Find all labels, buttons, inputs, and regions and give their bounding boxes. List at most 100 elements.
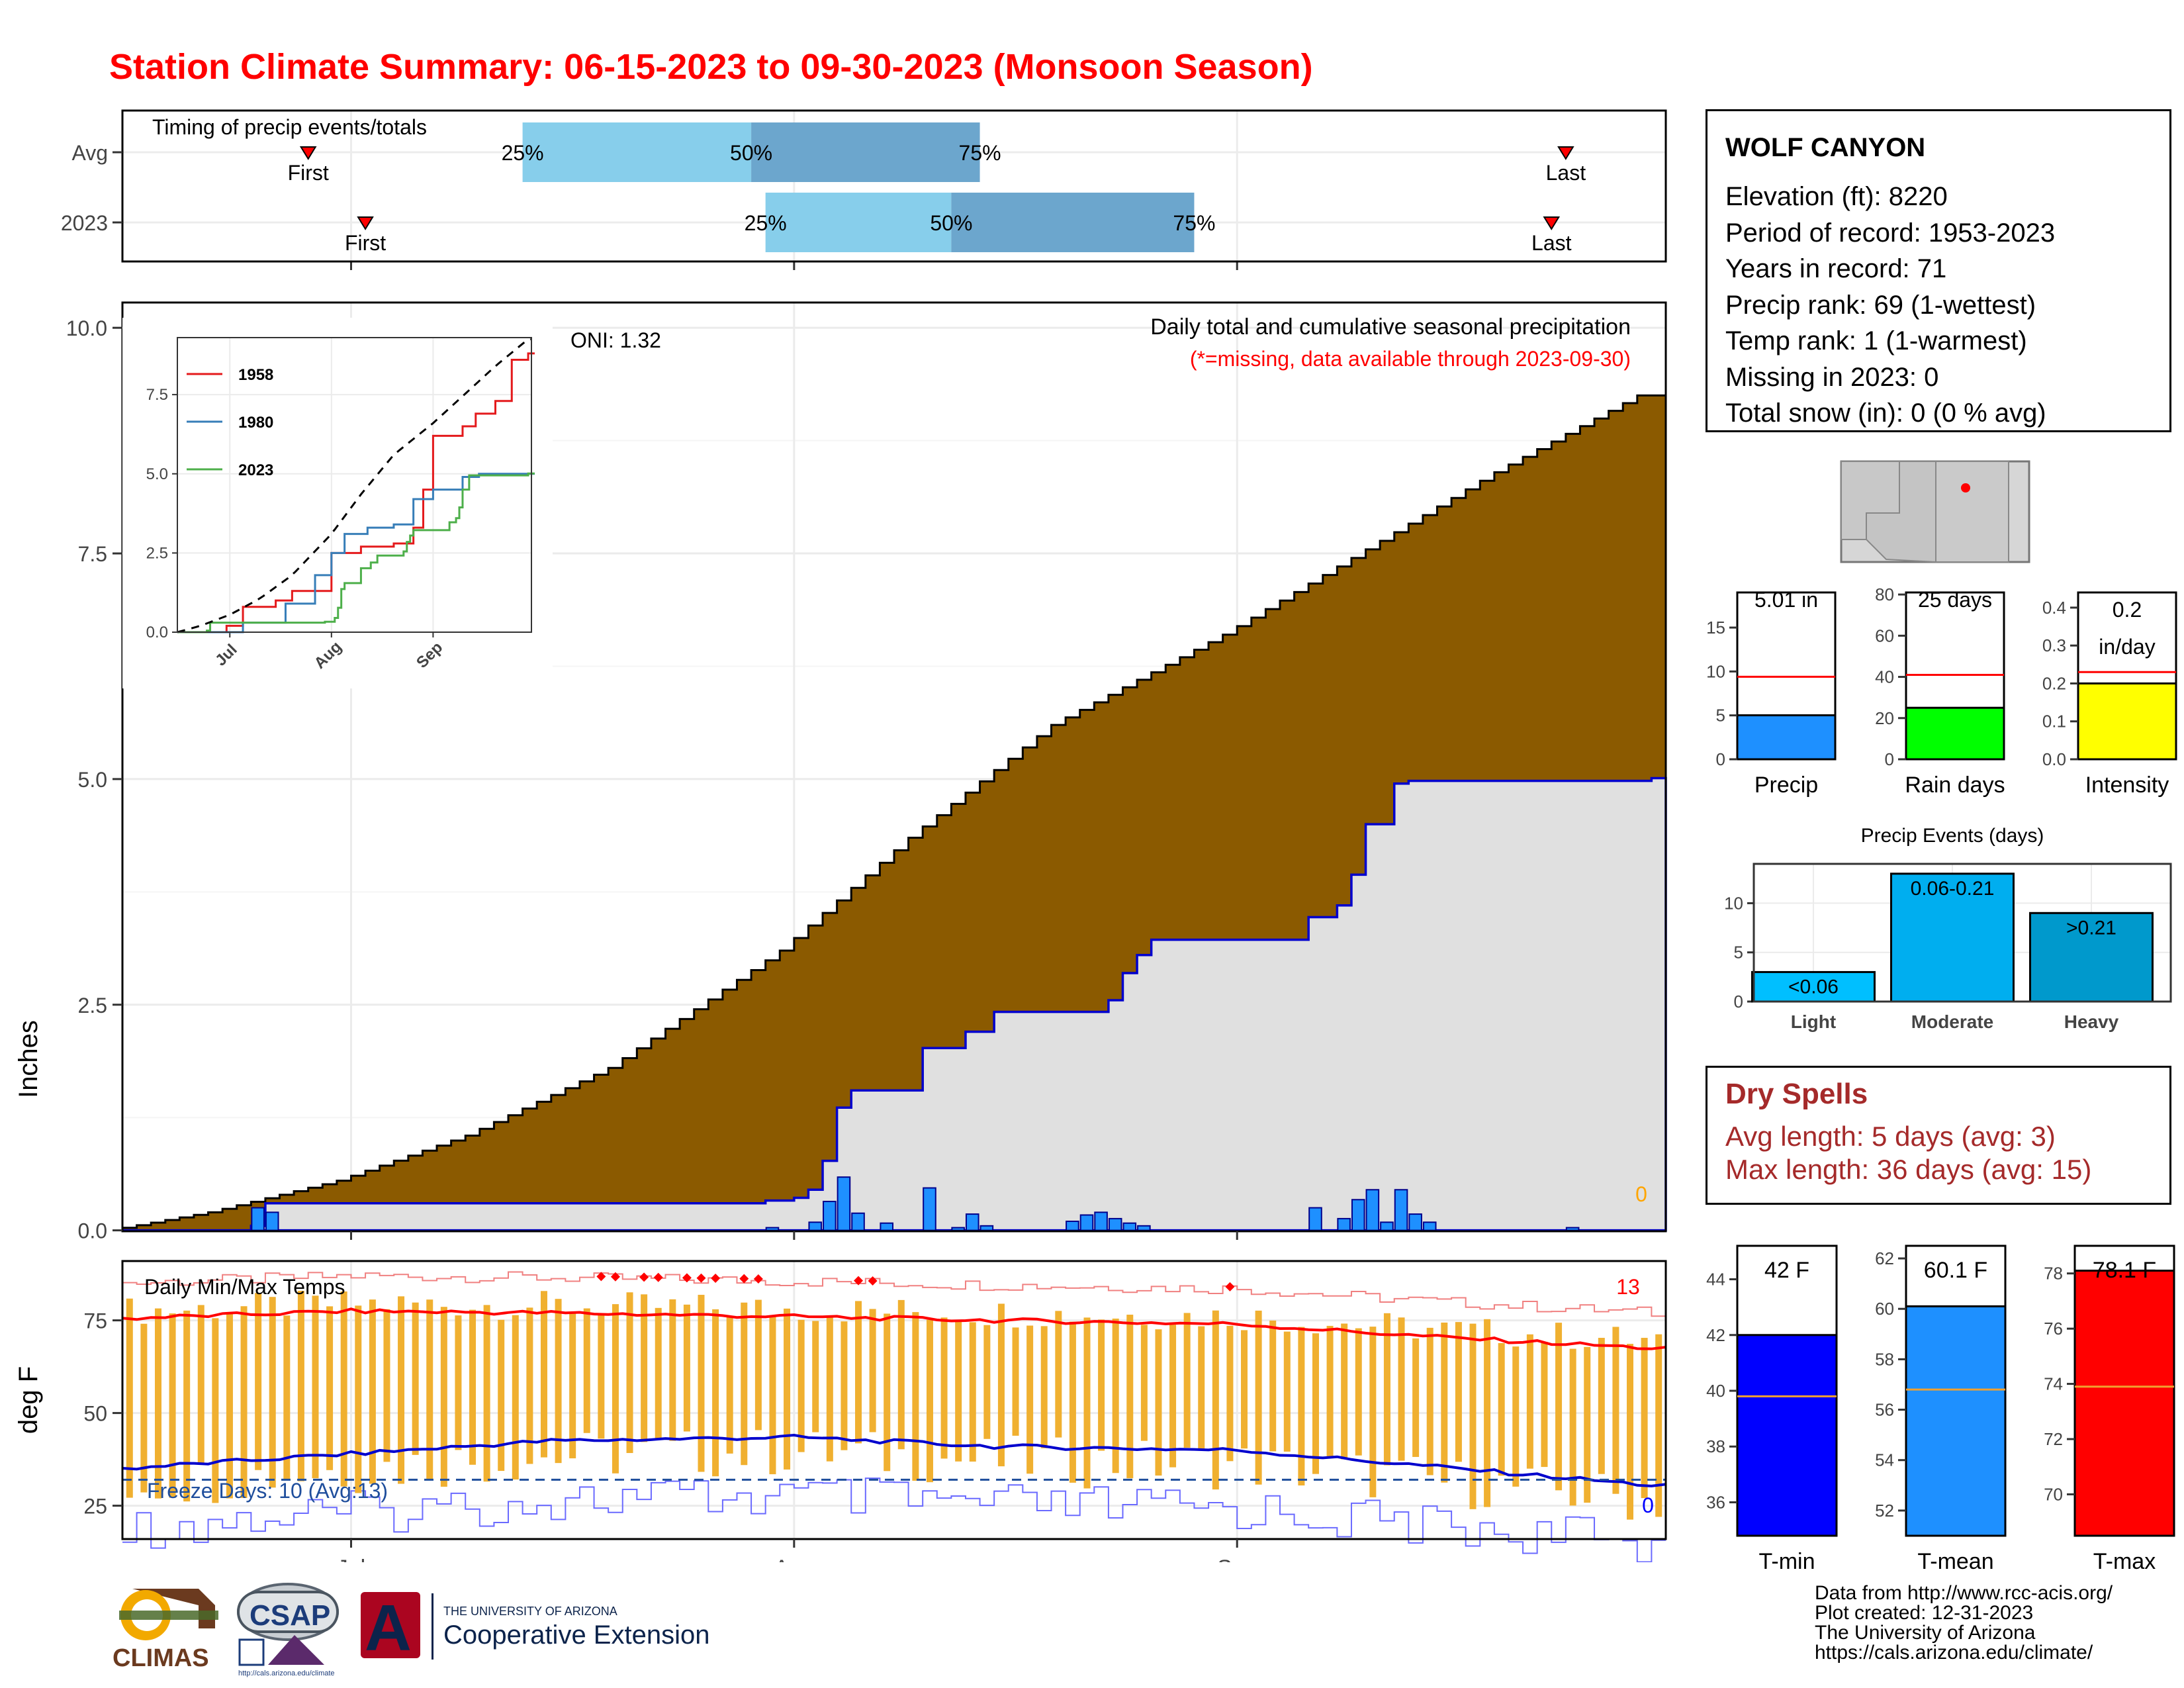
daily-precip-bar [765,1227,780,1231]
ua-line2: Cooperative Extension [443,1620,709,1650]
events-category-label: Light [1791,1011,1836,1032]
summary-ytick-label: 0.3 [2042,635,2066,655]
daily-temp-bar [741,1302,748,1466]
credit-line: Plot created: 12-31-2023 [1815,1602,2034,1624]
daily-temp-bar [1198,1326,1205,1450]
events-category-label: Moderate [1911,1011,1993,1032]
oni-label: ONI: 1.32 [570,328,661,352]
daily-temp-bar [641,1294,648,1442]
daily-temp-bar [283,1315,291,1479]
daily-temp-bar [1212,1310,1219,1490]
daily-temp-bar [669,1299,676,1441]
daily-temp-bar [412,1302,419,1455]
timing-pct-label: 50% [930,211,972,235]
daily-precip-bar [1079,1214,1094,1231]
timing-marker [357,216,374,230]
location-map [1840,460,2030,563]
temp-ylabel: deg F [14,1366,43,1434]
climas-logo: CLIMAS [113,1589,218,1672]
temp-frame [121,1260,1667,1540]
precip-ytick-label: 5.0 [78,768,107,792]
temp-summary: 36 38 40 42 44 T-min 52 54 56 58 60 62 T-mean 70 72 74 7… [1706,1244,2175,1574]
daily-precip-bar [823,1201,837,1231]
daily-temp-bar [140,1323,148,1493]
summary-ytick-label: 72 [2044,1429,2063,1449]
record-high-marker [1225,1282,1235,1291]
daily-temp-bar [1584,1346,1591,1503]
timing-row-label: 2023 [61,211,108,235]
daily-temp-bar [1312,1333,1319,1474]
ua-letter: A [365,1591,412,1664]
daily-temp-bar [1026,1325,1034,1474]
temp-xtick-label: Sep [1217,1556,1257,1562]
timing-pct-label: 75% [1173,211,1215,235]
daily-temp-bar [1526,1334,1533,1469]
credits: Data from http://www.rcc-acis.org/ Plot … [1815,1583,2113,1663]
inset-series-line [177,472,535,633]
events-bar [1751,970,1876,1003]
summary-category-label: T-min [1759,1549,1815,1574]
daily-temp-bar [955,1321,962,1462]
temp-xtick-label: Jul [337,1556,365,1562]
daily-temp-bar [326,1306,334,1470]
daily-temp-bar [1541,1342,1548,1468]
record-high-count: 13 [1616,1275,1640,1299]
summary-ytick-label: 0 [1885,749,1894,769]
station-info-line: Period of record: 1953-2023 [1725,218,2056,248]
daily-temp-bar [1355,1328,1362,1456]
precip-total-label: 5.01 in [1754,588,1818,612]
summary-ytick-label: 5 [1716,706,1725,726]
record-high-marker [711,1274,721,1284]
daily-temp-bar [569,1312,576,1459]
daily-precip-bar [1308,1207,1322,1231]
summary-ytick-label: 70 [2044,1484,2063,1504]
daily-temp-bar [526,1307,533,1464]
precip-chart: 0.0 2.5 5.0 7.5 10.0 Inches Daily total and … [14,301,1667,1243]
timing-marker-label: Last [1546,161,1586,185]
daily-temp-bar [383,1309,390,1462]
daily-temp-bar [1140,1325,1148,1441]
daily-temp-bar [869,1309,876,1432]
summary-ytick-label: 40 [1706,1381,1725,1401]
timing-marker-label: First [288,161,329,185]
precip-frame [121,301,1667,1233]
station-info-box: WOLF CANYON Elevation (ft): 8220 Period o… [1706,109,2171,432]
record-high-marker [610,1272,620,1282]
avg-max-line [122,1307,1666,1350]
record-high-marker [639,1272,649,1282]
daily-temp-bar [969,1322,976,1462]
timing-pct-label: 75% [959,141,1001,165]
daily-precip-bar [1066,1221,1079,1231]
record-high-line [122,1271,1666,1317]
ua-logo: A THE UNIVERSITY OF ARIZONA Cooperative … [361,1591,709,1664]
summary-category-label: Rain days [1905,773,2005,798]
daily-temp-bar [1083,1317,1091,1489]
daily-temp-bar [355,1305,362,1493]
daily-precip-bar [1408,1213,1422,1231]
summary-ytick-label: 10 [1706,661,1725,681]
daily-temp-bar [440,1307,447,1487]
summary-value-bar [1736,714,1837,761]
daily-precip-bar [837,1176,851,1231]
summary-value-bar [1736,1334,1838,1537]
daily-temp-bar [512,1315,519,1480]
daily-precip-bar [951,1227,965,1231]
daily-temp-bar [1398,1317,1405,1461]
inset-legend-label: 1958 [238,366,273,384]
dry-spells-title: Dry Spells [1725,1078,1868,1110]
timing-pct-label: 25% [502,141,544,165]
events-bar-label: >0.21 [2066,917,2116,939]
daily-temp-bar [398,1296,405,1484]
daily-temp-bar [1641,1338,1648,1499]
daily-temp-bar [1341,1323,1348,1460]
dry-spells-max: Max length: 36 days (avg: 15) [1725,1154,2092,1185]
daily-temp-bar [812,1321,819,1432]
station-info-line: Years in record: 71 [1725,254,1947,283]
daily-temp-bar [1069,1321,1076,1483]
summary-ytick-label: 20 [1875,708,1894,728]
freeze-label: Freeze Days: 10 (Avg:13) [147,1479,388,1503]
daily-temp-bar [1555,1323,1563,1491]
daily-temp-bar [1383,1313,1390,1466]
daily-precip-bar [1422,1221,1437,1231]
daily-temp-bar [1498,1342,1505,1476]
